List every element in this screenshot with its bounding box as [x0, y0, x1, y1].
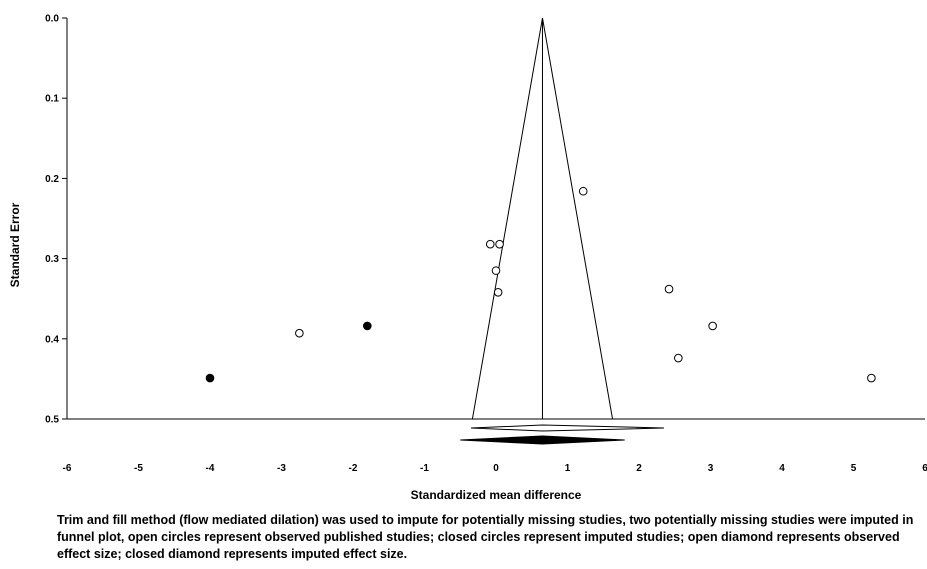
- x-tick-label: -6: [63, 463, 72, 474]
- funnel: [471, 17, 614, 420]
- y-axis-title: Standard Error: [8, 202, 22, 287]
- x-tick-label: 3: [708, 463, 714, 474]
- observed-effect-diamond: [470, 424, 665, 432]
- x-axis-title: Standardized mean difference: [411, 488, 582, 502]
- funnel-right-line: [541, 17, 614, 420]
- x-tick-label: -5: [134, 463, 143, 474]
- plot-frame: [66, 18, 925, 420]
- x-tick-label: 6: [922, 463, 927, 474]
- imputed-effect-diamond: [460, 435, 625, 445]
- data-points: [205, 186, 876, 383]
- x-tick-label: -4: [206, 463, 215, 474]
- y-tick-label: 0.3: [45, 254, 59, 265]
- observed-study-point: [491, 266, 501, 275]
- x-tick-label: -3: [277, 463, 286, 474]
- y-tick-label: 0.5: [45, 415, 59, 426]
- x-tick-label: 4: [779, 463, 785, 474]
- observed-study-point: [708, 321, 717, 331]
- y-tick-label: 0.2: [45, 174, 59, 185]
- diamonds: [460, 424, 665, 445]
- y-tick-label: 0.4: [45, 334, 59, 345]
- imputed-study-point: [363, 321, 372, 331]
- x-tick-label: -1: [420, 463, 429, 474]
- x-tick-label: -2: [349, 463, 358, 474]
- y-tick-label: 0.0: [45, 14, 59, 25]
- x-tick-label: 5: [851, 463, 857, 474]
- imputed-study-point: [205, 373, 215, 383]
- x-tick-label: 1: [565, 463, 571, 474]
- observed-study-point: [495, 239, 504, 249]
- observed-study-point: [578, 186, 588, 196]
- funnel-plot: 0.0 0.1 0.2 0.3 0.4 0.5 -6 -5 -4 -3 -2 -1 0 1 2 3 4 5 6 S…: [8, 14, 927, 503]
- observed-study-point: [674, 353, 683, 363]
- figure-caption: Trim and fill method (flow mediated dila…: [57, 513, 914, 561]
- observed-study-point: [664, 284, 674, 294]
- y-axis: 0.0 0.1 0.2 0.3 0.4 0.5: [45, 14, 67, 426]
- observed-study-point: [295, 328, 304, 338]
- observed-study-point: [493, 287, 503, 297]
- x-tick-label: 0: [493, 463, 499, 474]
- x-tick-label: 2: [636, 463, 642, 474]
- y-tick-label: 0.1: [45, 94, 59, 105]
- funnel-left-line: [471, 17, 543, 420]
- observed-study-point: [867, 373, 876, 383]
- observed-study-point: [485, 239, 495, 249]
- x-axis: -6 -5 -4 -3 -2 -1 0 1 2 3 4 5 6: [63, 463, 927, 474]
